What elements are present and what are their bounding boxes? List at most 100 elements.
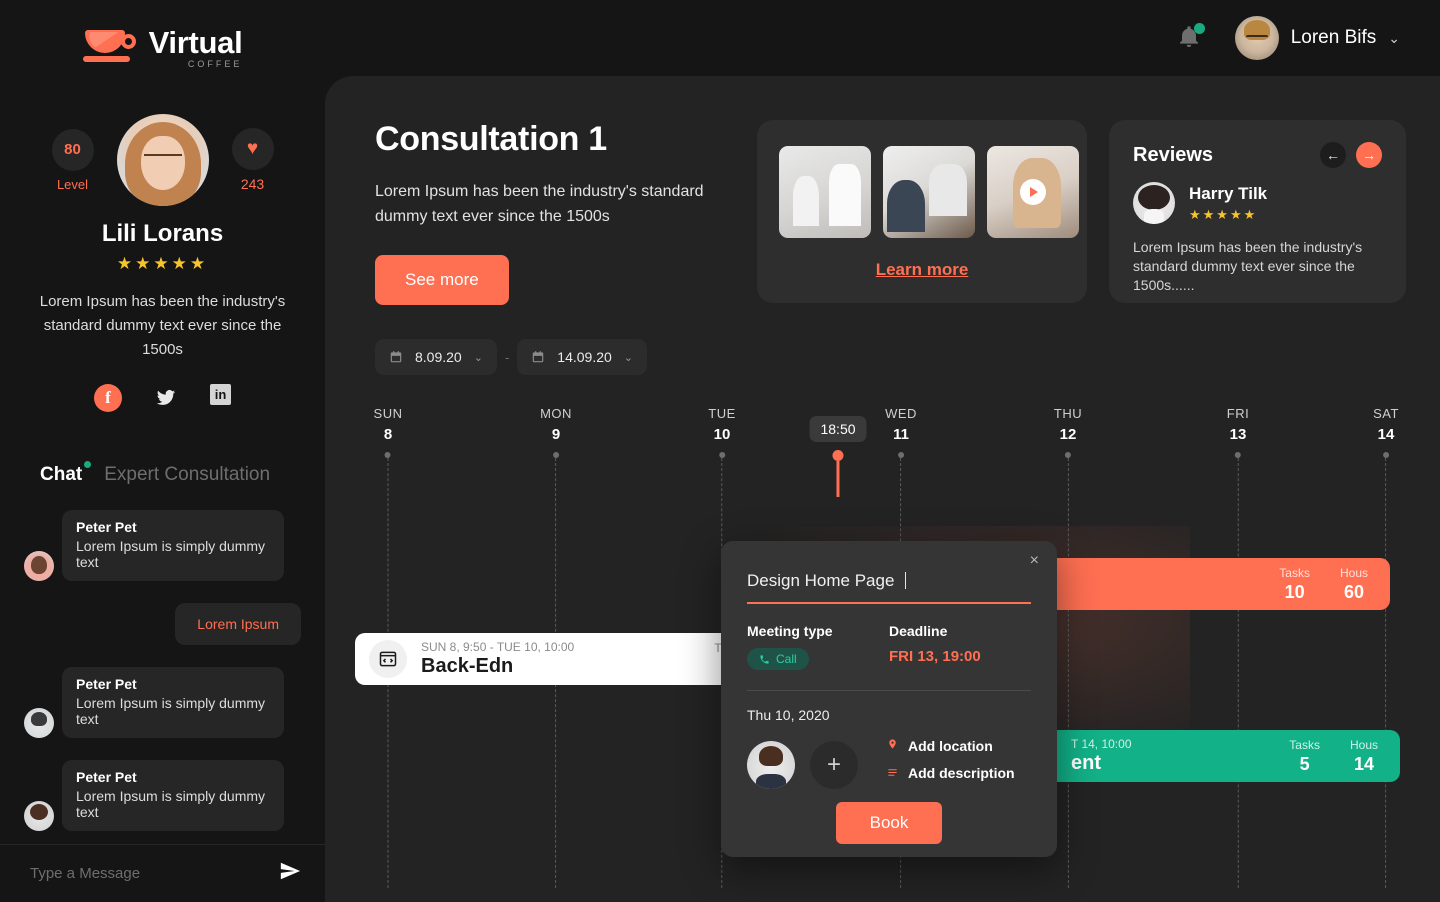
event-detail-modal: × Design Home Page Meeting type Call Dea… — [721, 541, 1057, 857]
add-description-label: Add description — [908, 765, 1015, 781]
day-dot — [1234, 452, 1241, 458]
close-icon[interactable]: × — [1029, 552, 1039, 569]
stat-value: 10 — [1284, 581, 1305, 602]
modal-title-field[interactable]: Design Home Page — [747, 571, 1031, 591]
list-item[interactable]: Peter Pet Lorem Ipsum is simply dummy te… — [24, 667, 301, 738]
chat-bubble: Peter Pet Lorem Ipsum is simply dummy te… — [62, 510, 284, 581]
next-review-button[interactable]: → — [1356, 142, 1382, 168]
chat-sender: Peter Pet — [76, 519, 137, 535]
date-to-value: 14.09.20 — [557, 349, 612, 365]
message-input[interactable] — [30, 865, 279, 882]
date-to-picker[interactable]: 14.09.20 ⌄ — [517, 339, 647, 375]
avatar — [116, 114, 209, 206]
list-item[interactable]: Peter Pet Lorem Ipsum is simply dummy te… — [24, 760, 301, 831]
learn-more-link[interactable]: Learn more — [875, 260, 969, 279]
description-lines-icon — [886, 766, 899, 781]
code-window-icon — [369, 640, 407, 678]
event-stat-hours: Hous 14 — [1350, 738, 1378, 775]
play-icon[interactable] — [1020, 179, 1046, 205]
level-badge: 80 Level — [47, 128, 99, 192]
thumbnail-video[interactable] — [987, 146, 1079, 238]
brand-name: Virtual — [148, 25, 243, 60]
chat-text: Lorem Ipsum is simply dummy text — [76, 538, 266, 570]
see-more-button[interactable]: See more — [375, 255, 509, 305]
sidebar: Virtual COFFEE 80 Level ♥ 243 Lili Loran… — [0, 0, 325, 902]
review-author-row: Harry Tilk ★★★★★ — [1133, 182, 1382, 224]
event-stat-hours: Hous 60 — [1340, 566, 1368, 603]
prev-review-button[interactable]: ← — [1320, 142, 1346, 168]
timeline-event-development[interactable]: T 14, 10:00 ent Tasks 5 Hous 14 — [1005, 730, 1400, 782]
send-icon[interactable] — [279, 860, 301, 887]
meeting-type-block: Meeting type Call — [747, 623, 889, 670]
day-name: SAT — [1373, 406, 1399, 421]
timeline-event-back-end[interactable]: SUN 8, 9:50 - TUE 10, 10:00 Back-Edn Tas… — [355, 633, 767, 685]
media-card: Learn more — [757, 120, 1087, 303]
avatar[interactable] — [747, 740, 795, 789]
divider — [747, 690, 1031, 691]
stat-value: 60 — [1343, 581, 1364, 602]
meeting-type-label: Meeting type — [747, 623, 833, 639]
day-number: 14 — [1377, 426, 1395, 443]
add-description-button[interactable]: Add description — [886, 765, 1015, 781]
chat-bubble-outgoing: Lorem Ipsum — [175, 603, 301, 645]
day-dot — [384, 452, 391, 458]
event-stats: Tasks 5 Hous 14 — [1289, 738, 1378, 775]
timeline-day-sat: SAT 14 — [1373, 406, 1399, 888]
twitter-icon[interactable] — [152, 384, 180, 412]
brand-subtitle: COFFEE — [187, 59, 243, 69]
hero-text: Consultation 1 Lorem Ipsum has been the … — [375, 120, 735, 305]
hero-description: Lorem Ipsum has been the industry's stan… — [375, 183, 704, 225]
page-title: Consultation 1 — [375, 120, 607, 158]
day-number: 12 — [1059, 426, 1077, 443]
level-value: 80 — [51, 128, 94, 171]
facebook-icon[interactable]: f — [94, 384, 122, 412]
brand-logo[interactable]: Virtual COFFEE — [0, 0, 325, 76]
event-time: T 14, 10:00 — [1071, 737, 1132, 751]
day-number: 8 — [383, 426, 393, 443]
avatar — [24, 801, 54, 831]
day-number: 10 — [713, 426, 731, 443]
user-name: Loren Bifs — [1290, 27, 1377, 48]
day-dot — [1065, 452, 1071, 458]
chat-bubble: Peter Pet Lorem Ipsum is simply dummy te… — [62, 760, 284, 831]
day-gridline — [1237, 458, 1239, 888]
profile-description: Lorem Ipsum has been the industry's stan… — [39, 293, 286, 358]
profile-card: 80 Level ♥ 243 Lili Lorans ★★★★★ Lorem I… — [0, 114, 325, 412]
likes-badge[interactable]: ♥ 243 — [227, 128, 279, 192]
avatar — [1133, 182, 1175, 224]
location-pin-icon — [886, 737, 899, 754]
day-name: FRI — [1226, 406, 1250, 421]
notifications-button[interactable] — [1177, 23, 1205, 52]
calendar-icon — [533, 351, 544, 363]
deadline-value: FRI 13, 19:00 — [889, 648, 981, 665]
book-button[interactable]: Book — [835, 802, 943, 844]
tab-expert-consultation[interactable]: Expert Consultation — [104, 464, 271, 485]
chevron-down-icon: ⌄ — [623, 351, 633, 364]
tab-chat-label: Chat — [40, 464, 83, 485]
add-location-button[interactable]: Add location — [886, 737, 1015, 754]
chevron-down-icon: ⌄ — [473, 351, 483, 364]
list-item[interactable]: Peter Pet Lorem Ipsum is simply dummy te… — [24, 510, 301, 581]
list-item[interactable]: Lorem Ipsum — [24, 603, 301, 645]
modal-meta: Meeting type Call Deadline FRI 13, 19:00 — [747, 623, 1031, 670]
add-person-button[interactable]: + — [810, 740, 858, 789]
chat-text: Lorem Ipsum is simply dummy text — [76, 695, 266, 727]
meeting-type-value[interactable]: Call — [747, 648, 809, 670]
avatar — [1234, 16, 1279, 60]
date-from-value: 8.09.20 — [415, 349, 462, 365]
day-name: THU — [1053, 406, 1083, 421]
thumbnail-image[interactable] — [779, 146, 871, 238]
tab-chat[interactable]: Chat — [40, 461, 92, 486]
thumbnail-image[interactable] — [883, 146, 975, 238]
timeline-day-fri: FRI 13 — [1227, 406, 1249, 888]
date-from-picker[interactable]: 8.09.20 ⌄ — [375, 339, 497, 375]
reviews-header: Reviews ← → — [1133, 142, 1382, 168]
chat-message-list: Peter Pet Lorem Ipsum is simply dummy te… — [0, 510, 325, 831]
day-name: TUE — [708, 406, 736, 421]
day-name: WED — [885, 406, 917, 421]
stat-label: Hous — [1349, 737, 1378, 752]
day-dot — [553, 452, 559, 458]
linkedin-icon[interactable]: in — [210, 384, 231, 405]
user-menu[interactable]: Loren Bifs ⌄ — [1234, 16, 1400, 60]
